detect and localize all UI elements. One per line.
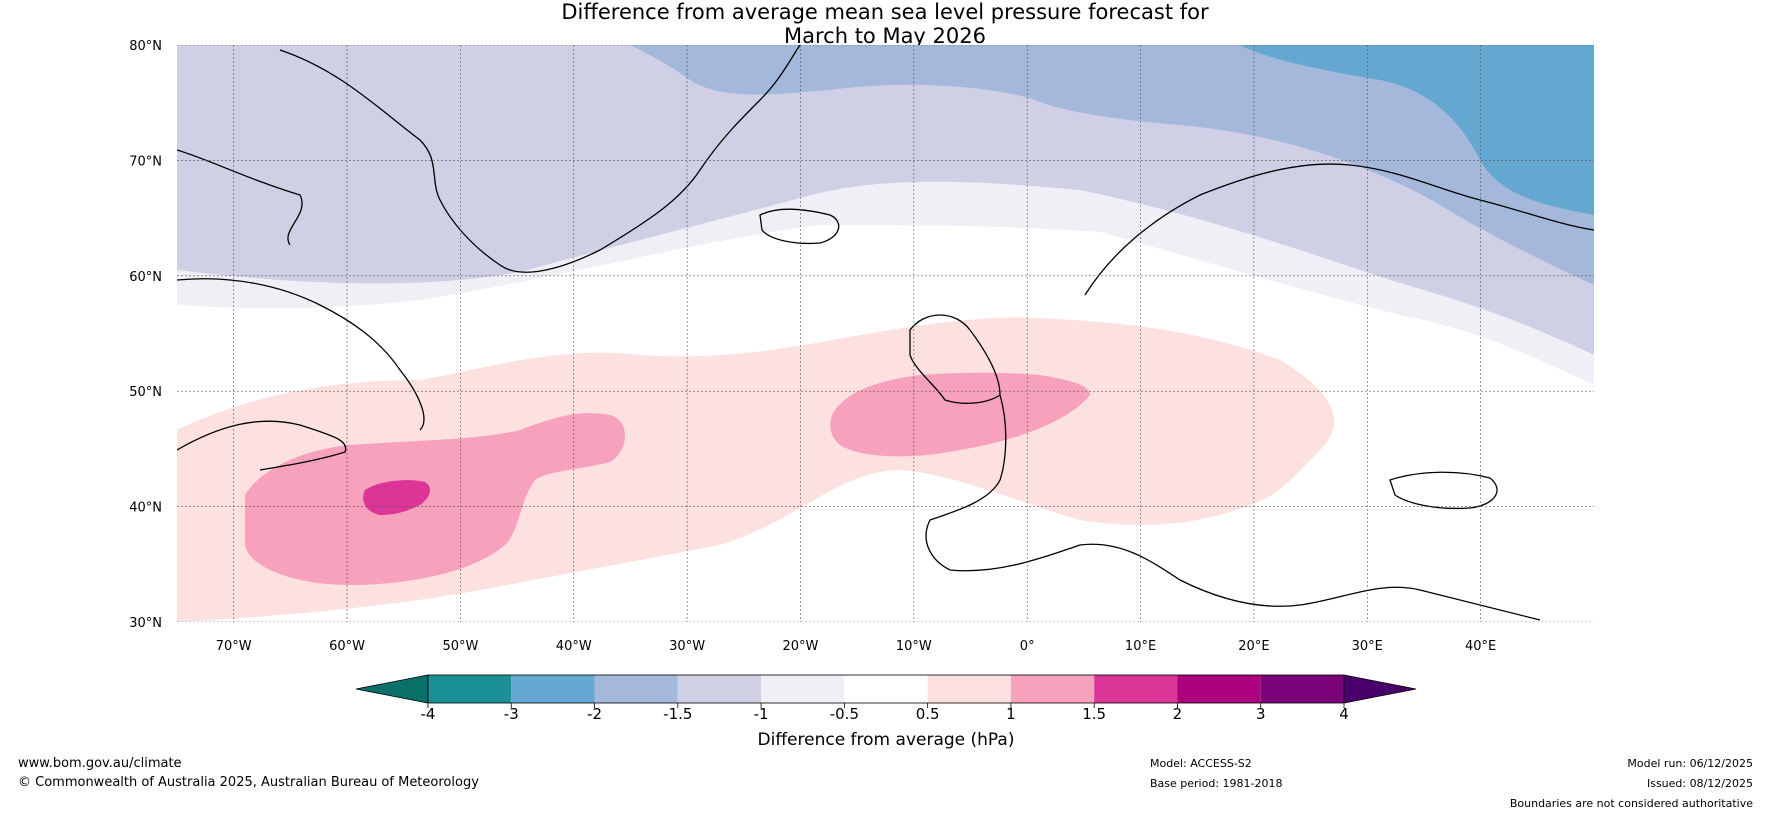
copyright: © Commonwealth of Australia 2025, Austra… <box>18 775 479 790</box>
title-line-2: March to May 2026 <box>784 24 986 48</box>
labrador-coast <box>177 278 425 431</box>
title-line-1: Difference from average mean sea level p… <box>561 0 1209 24</box>
colorbar-tick-label: -1 <box>754 705 769 723</box>
colorbar-tick-label: 1.5 <box>1082 705 1106 723</box>
iceland-coast <box>759 208 840 245</box>
colorbar-segment <box>927 675 1011 703</box>
lon-label: 30°W <box>669 639 705 654</box>
lat-label: 80°N <box>129 39 162 54</box>
colorbar-segment <box>511 675 595 703</box>
baffin-coast <box>177 149 303 246</box>
colorbar-tick-label: 3 <box>1256 705 1266 723</box>
lat-label: 40°N <box>129 501 162 516</box>
pressure-anomaly-field <box>177 45 1594 622</box>
anomaly-band-neg-1.5 <box>630 45 1594 285</box>
footer-model: Model: ACCESS-S2 Base period: 1981-2018 <box>1150 754 1282 794</box>
colorbar-segment <box>761 675 845 703</box>
lon-label: 50°W <box>442 639 478 654</box>
lat-label: 60°N <box>129 270 162 285</box>
black-sea-coast <box>1389 471 1498 510</box>
longitude-labels: 70°W 60°W 50°W 40°W 30°W 20°W 10°W 0° 10°E 20°E 30… <box>216 639 1497 654</box>
lon-label: 60°W <box>329 639 365 654</box>
colorbar-tick-label: -3 <box>504 705 519 723</box>
colorbar-tick-label: 0.5 <box>916 705 940 723</box>
lon-label: 40°W <box>556 639 592 654</box>
colorbar-over-arrow <box>1343 674 1417 704</box>
colorbar-tick-label: 4 <box>1339 705 1349 723</box>
colorbar-frame <box>427 674 1345 704</box>
anomaly-band-neg-2 <box>1240 45 1594 215</box>
lon-label: 10°W <box>896 639 932 654</box>
colorbar-label: Difference from average (hPa) <box>758 730 1015 750</box>
lat-label: 50°N <box>129 385 162 400</box>
colorbar-segment <box>1010 675 1095 703</box>
colorbar-segment <box>594 675 678 703</box>
disclaimer: Boundaries are not considered authoritat… <box>1509 797 1753 810</box>
colorbar-under-arrow <box>355 674 429 704</box>
british-isles-coast <box>909 314 1001 404</box>
greenland-coast <box>279 45 801 273</box>
scandinavia-coast <box>1084 163 1594 296</box>
colorbar-segment <box>1094 675 1178 703</box>
latitude-labels: 30°N 40°N 50°N 60°N 70°N 80°N <box>129 39 162 631</box>
colorbar-tick-label: -4 <box>421 705 436 723</box>
colorbar-segment <box>1177 675 1261 703</box>
issued-date: Issued: 08/12/2025 <box>1646 777 1753 790</box>
lon-label: 40°E <box>1465 639 1496 654</box>
anomaly-band-pos-1-europe <box>830 372 1090 457</box>
site-link[interactable]: www.bom.gov.au/climate <box>18 756 182 771</box>
graticule <box>177 45 1594 622</box>
colorbar: -4 -3 -2 -1.5 -1 -0.5 0.5 1 1.5 2 3 4 <box>355 674 1417 723</box>
lon-label: 30°E <box>1352 639 1383 654</box>
colorbar-segment <box>1260 675 1344 703</box>
lat-label: 70°N <box>129 154 162 169</box>
lon-label: 20°E <box>1238 639 1269 654</box>
coastlines <box>177 45 1594 621</box>
colorbar-tick-label: -1.5 <box>663 705 692 723</box>
colorbar-segment <box>428 675 512 703</box>
lon-label: 70°W <box>216 639 252 654</box>
anomaly-band-pos-1.5 <box>363 480 430 515</box>
nova-scotia-coast <box>177 420 347 471</box>
lat-label: 30°N <box>129 616 162 631</box>
colorbar-tick-label: 2 <box>1173 705 1183 723</box>
lon-label: 10°E <box>1125 639 1156 654</box>
lon-label: 0° <box>1020 639 1035 654</box>
footer-right: Model run: 06/12/2025 Issued: 08/12/2025… <box>1510 754 1753 814</box>
europe-coast <box>925 394 1541 621</box>
colorbar-tick-label: 1 <box>1006 705 1016 723</box>
anomaly-band-pos-1 <box>245 413 625 585</box>
base-period: Base period: 1981-2018 <box>1150 777 1283 790</box>
map-title: Difference from average mean sea level p… <box>0 0 1770 48</box>
colorbar-tick-label: -2 <box>587 705 602 723</box>
lon-label: 20°W <box>783 639 819 654</box>
model-run: Model run: 06/12/2025 <box>1627 757 1753 770</box>
footer-left: www.bom.gov.au/climate © Commonwealth of… <box>18 754 479 792</box>
colorbar-segment <box>677 675 762 703</box>
colorbar-tick-label: -0.5 <box>830 705 859 723</box>
colorbar-segment <box>844 675 928 703</box>
model-name: Model: ACCESS-S2 <box>1150 757 1252 770</box>
